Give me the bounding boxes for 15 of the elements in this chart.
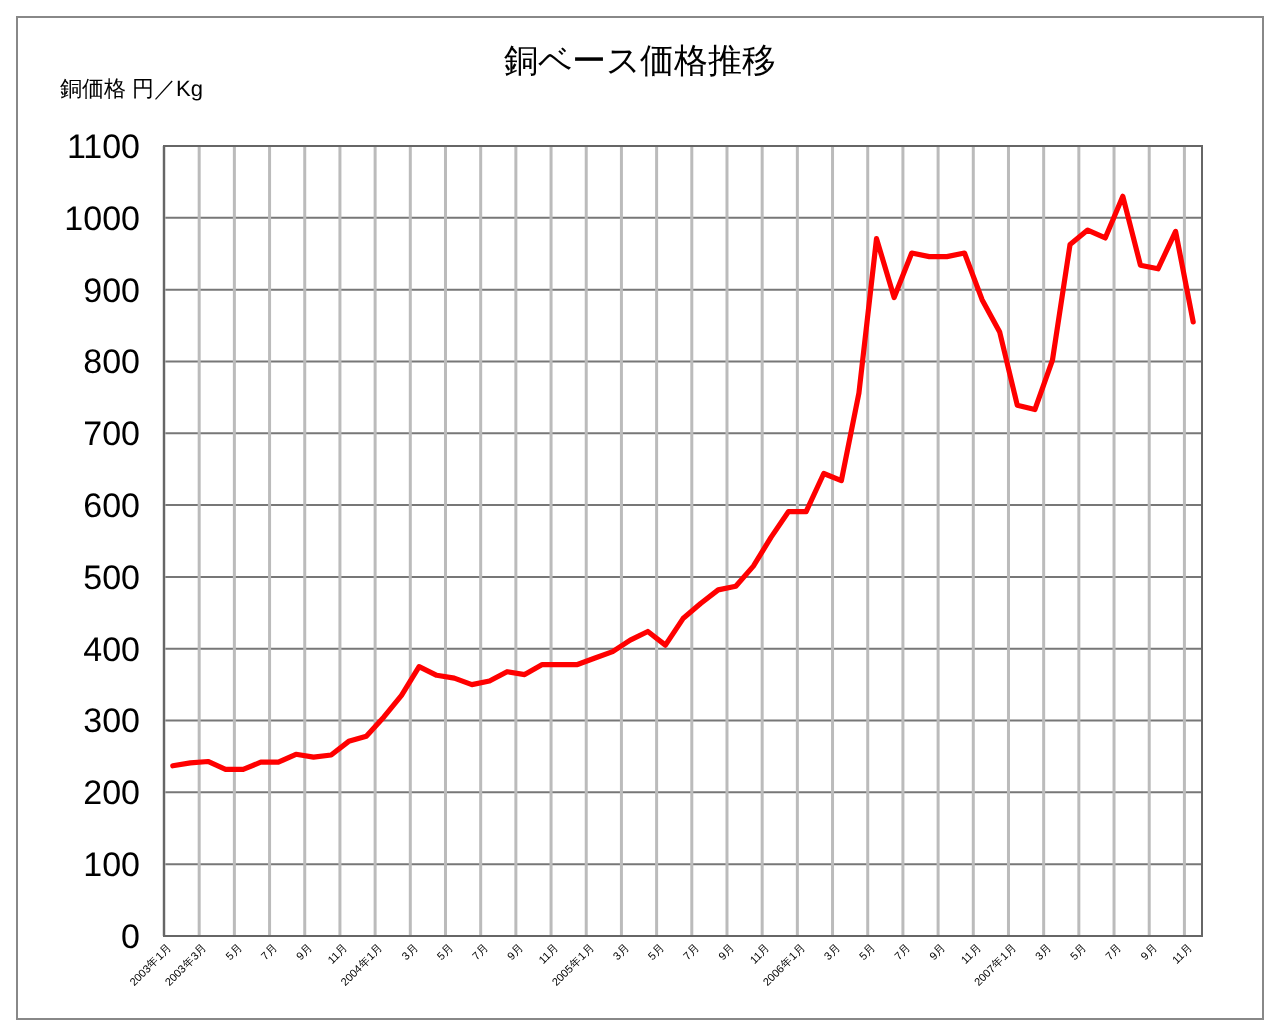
- y-tick-label: 700: [83, 415, 140, 454]
- y-tick-label: 500: [83, 558, 140, 597]
- y-tick-label: 0: [121, 917, 140, 956]
- chart-title: 銅ベース価格推移: [504, 42, 776, 80]
- y-tick-label: 400: [83, 630, 140, 669]
- y-axis-title: 銅価格 円／Kg: [60, 78, 204, 102]
- y-tick-label: 800: [83, 343, 140, 382]
- y-tick-label: 200: [83, 774, 140, 813]
- y-tick-label: 1100: [66, 127, 140, 166]
- y-tick-label: 900: [83, 271, 140, 310]
- y-tick-label: 600: [83, 486, 140, 525]
- y-tick-label: 1000: [64, 199, 140, 238]
- line-series: [170, 193, 1196, 772]
- y-tick-label: 300: [83, 702, 140, 741]
- y-tick-label: 100: [83, 846, 140, 885]
